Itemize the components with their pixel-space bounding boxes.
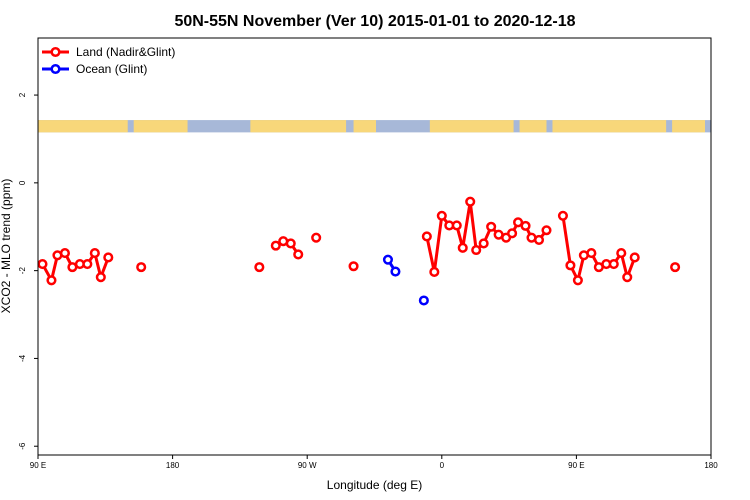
map-land-region [552,120,667,133]
data-point [82,259,93,270]
plot-frame [37,37,712,456]
series-0 [37,196,681,286]
data-point [486,221,497,232]
data-point [382,254,394,265]
data-point [557,210,568,221]
map-land-region [672,120,706,133]
data-point [451,220,462,231]
series-layer [37,196,681,306]
map-land-region [353,120,376,133]
data-point [471,244,482,256]
data-point [622,272,633,283]
data-point [541,225,552,236]
world-map-strip [38,120,711,133]
data-point [478,238,489,249]
data-point [103,252,114,263]
data-point [89,248,100,259]
data-point [436,210,447,221]
x-axis-label: Longitude (deg E) [327,478,422,492]
x-tick-label: 180 [704,461,718,470]
data-point [59,248,70,259]
data-point [285,238,296,249]
y-tick-label: -2 [18,267,27,275]
data-point [513,217,524,228]
map-land-region [519,120,547,133]
data-point [270,240,281,251]
data-point [465,196,476,207]
legend: Land (Nadir&Glint) Ocean (Glint) [42,45,175,76]
y-tick-label: -4 [18,354,27,362]
y-tick-label: -6 [18,442,27,450]
data-point [670,262,681,273]
data-point [136,262,147,273]
data-point [37,259,48,270]
legend-item-land: Land (Nadir&Glint) [42,45,175,59]
data-point [586,248,597,259]
data-point [616,248,627,259]
data-point [572,275,583,286]
axis-ticks: 90 E 180 90 W 0 90 E 180 2 0 -2 -4 -6 [18,92,718,470]
data-point [608,259,619,270]
x-tick-label: 90 E [30,461,46,470]
data-point [254,262,265,273]
x-tick-label: 90 E [568,461,584,470]
data-point [507,228,518,239]
data-point [629,252,640,263]
data-point [418,295,429,306]
legend-label-ocean: Ocean (Glint) [76,62,147,76]
y-tick-label: 0 [18,180,27,185]
data-point [348,261,359,272]
map-land-region [429,120,514,133]
data-point [520,220,531,231]
y-tick-label: 2 [18,92,27,97]
data-point [390,266,401,277]
data-point [293,249,304,260]
data-point [95,272,106,283]
data-point [429,266,440,278]
data-point [421,231,432,242]
x-tick-label: 90 W [298,461,317,470]
legend-label-land: Land (Nadir&Glint) [76,45,175,59]
map-land-region [38,120,128,133]
data-point [457,242,468,253]
legend-item-ocean: Ocean (Glint) [42,62,147,76]
chart-title: 50N-55N November (Ver 10) 2015-01-01 to … [174,13,575,30]
y-axis-label: XCO2 - MLO trend (ppm) [0,179,13,314]
data-point [311,232,322,243]
x-tick-label: 180 [166,461,180,470]
map-land-region [250,120,347,133]
data-point [533,234,545,245]
data-point [565,260,576,271]
data-point [46,275,57,286]
series-1 [382,254,429,306]
map-land-region [133,120,188,133]
map-land [38,120,706,133]
x-tick-label: 0 [440,461,445,470]
